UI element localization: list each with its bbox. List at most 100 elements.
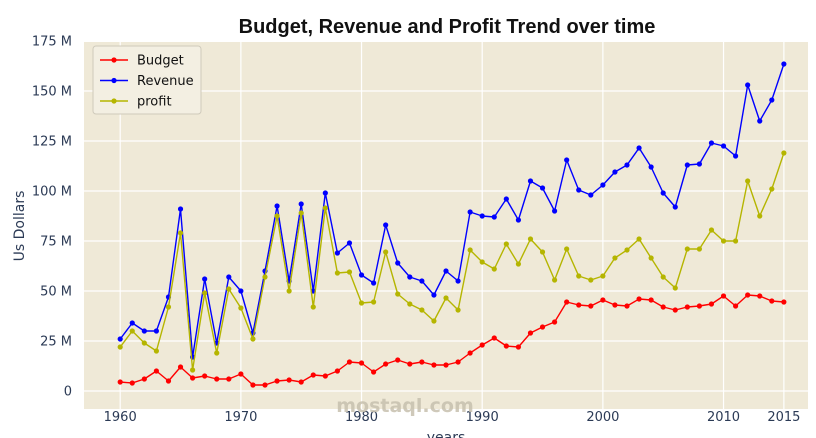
data-point-revenue (177, 206, 184, 212)
data-point-budget (672, 307, 678, 313)
data-point-profit (648, 255, 654, 261)
data-point-profit (745, 178, 751, 184)
data-point-revenue (612, 169, 618, 175)
data-point-budget (696, 303, 703, 309)
data-point-revenue (745, 82, 751, 88)
legend-label: Revenue (137, 74, 194, 89)
data-point-profit (383, 249, 389, 255)
data-point-budget (431, 362, 437, 368)
series-profit (117, 150, 787, 373)
data-point-profit (636, 236, 642, 242)
data-point-budget (286, 377, 292, 383)
x-tick-label: 2000 (586, 410, 619, 425)
data-point-budget (503, 343, 509, 349)
y-tick-label: 0 (64, 385, 72, 400)
data-point-revenue (443, 268, 449, 274)
data-point-profit (612, 255, 618, 261)
data-point-revenue (515, 217, 522, 223)
data-point-budget (515, 344, 522, 350)
data-point-revenue (274, 203, 280, 209)
y-tick-label: 100 M (32, 185, 72, 200)
data-point-revenue (672, 204, 678, 210)
data-point-budget (757, 293, 763, 299)
data-point-budget (117, 379, 123, 385)
data-point-budget (455, 359, 461, 365)
data-point-budget (371, 369, 377, 375)
data-point-profit (214, 350, 220, 356)
plot-area (84, 42, 808, 409)
data-point-budget (141, 376, 147, 382)
data-point-profit (733, 238, 739, 244)
data-point-profit (684, 246, 690, 252)
data-point-profit (310, 304, 316, 310)
data-point-budget (129, 380, 135, 386)
data-point-revenue (588, 192, 594, 198)
data-point-budget (636, 296, 642, 302)
data-point-revenue (346, 240, 353, 246)
data-point-revenue (503, 196, 509, 202)
data-point-budget (660, 304, 666, 310)
data-point-revenue (491, 214, 497, 220)
data-point-revenue (298, 201, 304, 207)
data-point-revenue (431, 292, 437, 298)
data-point-budget (214, 376, 220, 382)
y-axis-title: Us Dollars (12, 191, 28, 262)
data-point-profit (431, 318, 437, 324)
data-point-budget (467, 350, 473, 356)
data-point-budget (153, 368, 159, 374)
x-tick-label: 1990 (466, 410, 499, 425)
data-point-budget (346, 359, 353, 365)
x-axis-title: years (427, 430, 466, 438)
data-point-budget (419, 359, 425, 365)
data-point-budget (564, 299, 570, 305)
data-point-profit (419, 307, 425, 313)
data-point-profit (298, 210, 304, 216)
data-point-budget (443, 362, 449, 368)
data-point-budget (479, 342, 485, 348)
data-point-profit (165, 304, 172, 310)
data-point-budget (322, 373, 328, 379)
data-point-revenue (552, 208, 558, 214)
data-point-revenue (419, 278, 425, 284)
data-point-revenue (238, 288, 244, 294)
data-point-profit (757, 213, 763, 219)
data-point-profit (479, 259, 485, 265)
data-point-profit (395, 291, 401, 297)
data-point-budget (733, 303, 739, 309)
x-tick-label: 2010 (707, 410, 740, 425)
legend-marker (111, 57, 117, 63)
data-point-profit (527, 236, 534, 242)
watermark-text: mostaql.com (336, 395, 474, 417)
data-point-profit (769, 186, 775, 192)
data-point-revenue (322, 190, 328, 196)
data-point-budget (407, 361, 413, 367)
data-point-profit (153, 348, 159, 354)
series-line-profit (119, 152, 785, 371)
y-tick-label: 50 M (40, 285, 72, 300)
series-budget (117, 292, 787, 388)
data-point-revenue (708, 140, 715, 146)
data-point-profit (624, 247, 630, 253)
data-point-budget (358, 360, 365, 366)
data-point-budget (226, 376, 232, 382)
data-point-profit (696, 246, 703, 252)
series-line-revenue (119, 63, 785, 358)
data-point-revenue (564, 157, 570, 163)
y-tick-label: 75 M (40, 235, 72, 250)
data-point-profit (177, 230, 184, 236)
data-point-budget (238, 371, 244, 377)
data-point-budget (720, 293, 727, 299)
data-point-revenue (576, 187, 582, 193)
data-point-budget (539, 324, 546, 330)
y-tick-label: 25 M (40, 335, 72, 350)
x-tick-label: 1960 (104, 410, 137, 425)
data-point-revenue (334, 250, 340, 256)
x-tick-label: 2015 (767, 410, 800, 425)
y-tick-label: 150 M (32, 85, 72, 100)
legend-marker (111, 77, 117, 84)
data-point-profit (588, 277, 594, 283)
x-axis-ticks: 1960 1970 1980 1990 2000 2010 2015 (104, 410, 801, 425)
data-point-profit (250, 336, 256, 342)
data-point-revenue (733, 153, 739, 159)
